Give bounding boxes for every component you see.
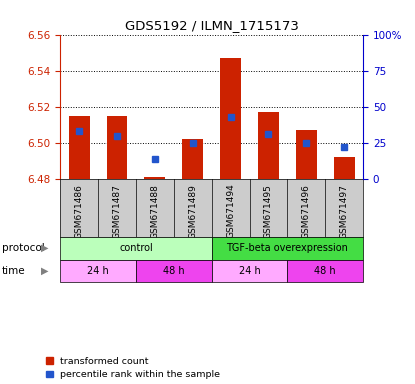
Legend: transformed count, percentile rank within the sample: transformed count, percentile rank withi… [46, 357, 220, 379]
Bar [296, 130, 317, 179]
Bar [212, 260, 287, 282]
Bar [334, 157, 354, 179]
Bar [287, 260, 363, 282]
Text: GSM671495: GSM671495 [264, 184, 273, 238]
Text: 24 h: 24 h [239, 266, 260, 276]
Text: GSM671494: GSM671494 [226, 184, 235, 238]
Text: GSM671497: GSM671497 [340, 184, 349, 238]
Text: GSM671487: GSM671487 [112, 184, 122, 238]
Bar [107, 116, 127, 179]
Text: 48 h: 48 h [315, 266, 336, 276]
Bar [60, 260, 136, 282]
Bar [136, 260, 212, 282]
Text: GSM671486: GSM671486 [75, 184, 83, 238]
Bar [258, 112, 279, 179]
Text: 24 h: 24 h [87, 266, 109, 276]
Text: GSM671488: GSM671488 [150, 184, 159, 238]
Text: GSM671489: GSM671489 [188, 184, 197, 238]
Text: control: control [119, 243, 153, 253]
Bar [182, 139, 203, 179]
Bar [144, 177, 165, 179]
Text: ▶: ▶ [41, 243, 48, 253]
Bar [212, 237, 363, 260]
Text: ▶: ▶ [41, 266, 48, 276]
Bar [60, 237, 212, 260]
Text: TGF-beta overexpression: TGF-beta overexpression [227, 243, 348, 253]
Text: 48 h: 48 h [163, 266, 185, 276]
Text: protocol: protocol [2, 243, 45, 253]
Title: GDS5192 / ILMN_1715173: GDS5192 / ILMN_1715173 [125, 19, 298, 32]
Bar [69, 116, 90, 179]
Text: GSM671496: GSM671496 [302, 184, 311, 238]
Bar [220, 58, 241, 179]
Text: time: time [2, 266, 26, 276]
